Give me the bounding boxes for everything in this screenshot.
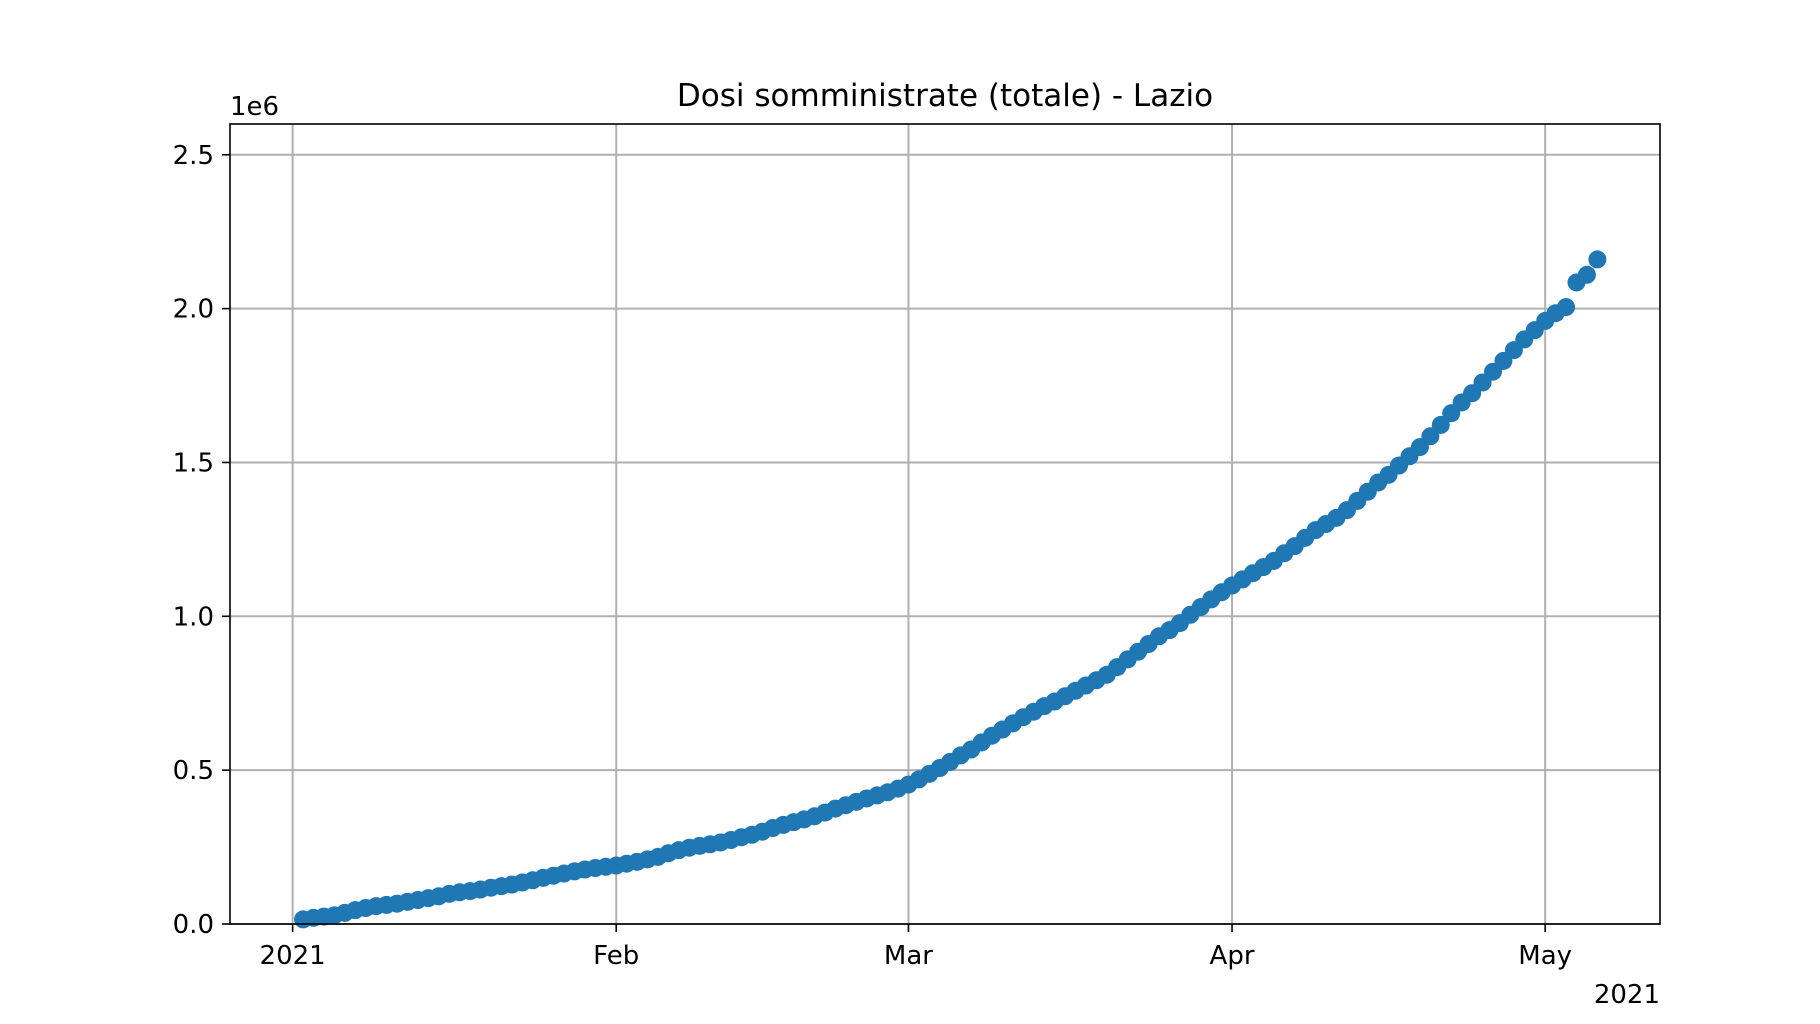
y-tick-label: 0.0: [173, 910, 214, 940]
x-tick-label: Apr: [1210, 941, 1255, 971]
data-point: [1577, 265, 1596, 284]
chart-title: Dosi somministrate (totale) - Lazio: [677, 78, 1213, 114]
y-tick-label: 0.5: [173, 756, 214, 786]
data-point: [1588, 250, 1607, 269]
data-point: [1431, 415, 1450, 434]
y-tick-label: 1.5: [173, 448, 214, 478]
axes-frame: [229, 123, 1661, 925]
ticks-layer: 2021 Feb Mar Apr May 0.0 0.5 1.0 1.5 2.0 2.5: [173, 141, 1572, 971]
x-tick-label: May: [1518, 941, 1572, 971]
y-tick-label: 2.5: [173, 141, 214, 171]
x-tick-label: Mar: [884, 941, 933, 971]
plot-area-background: [230, 124, 1660, 924]
y-tick-label: 2.0: [173, 295, 214, 325]
x-tick-label: Feb: [593, 941, 639, 971]
data-points: [294, 250, 1607, 929]
x-axis-offset-label: 2021: [1594, 980, 1660, 1010]
y-tick-label: 1.0: [173, 602, 214, 632]
data-point: [1421, 427, 1440, 446]
data-point: [1557, 298, 1576, 317]
y-axis-offset-label: 1e6: [230, 92, 279, 122]
x-tick-label: 2021: [260, 941, 326, 971]
grid-layer: [230, 124, 1660, 925]
